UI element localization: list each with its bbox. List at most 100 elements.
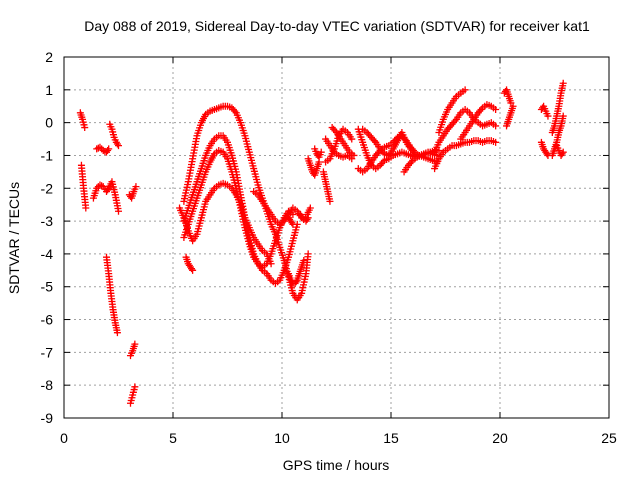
data-point: [188, 265, 196, 273]
series-arc-a2: [77, 161, 90, 212]
data-point: [93, 184, 101, 192]
x-tick-label: 10: [274, 430, 290, 446]
series-arc-ak: [548, 112, 567, 159]
x-tick-label: 15: [383, 430, 399, 446]
series-arc-d: [106, 120, 122, 150]
data-point: [96, 143, 104, 151]
series-arc-m: [182, 253, 197, 274]
data-point: [461, 86, 469, 94]
plot-frame: [63, 56, 610, 419]
series-arc-ag: [503, 102, 517, 130]
series-arc-ah: [537, 102, 552, 120]
y-tick-label: 2: [45, 49, 53, 65]
data-point: [317, 148, 325, 156]
series-arc-o: [285, 256, 308, 287]
series-arc-q: [297, 204, 314, 223]
data-point: [306, 204, 314, 212]
data-point: [289, 220, 297, 228]
data-point: [104, 186, 112, 194]
series-arc-h: [125, 183, 140, 202]
data-point: [559, 112, 567, 120]
series-arc-aj: [548, 79, 567, 136]
y-tick-label: -7: [41, 344, 54, 360]
data-point: [189, 266, 197, 274]
data-point: [543, 150, 551, 158]
series-arc-g: [126, 383, 139, 407]
series-arc-e: [103, 253, 121, 337]
series-arc-c: [93, 143, 113, 156]
data-point: [96, 181, 104, 189]
y-tick-label: 1: [45, 82, 53, 98]
y-tick-label: -9: [41, 410, 54, 426]
data-point: [113, 140, 121, 148]
series-arc-f: [126, 340, 139, 360]
series-arc-w: [328, 124, 358, 159]
x-tick-label: 20: [492, 430, 508, 446]
y-tick-label: -2: [41, 180, 54, 196]
y-tick-label: -5: [41, 279, 54, 295]
data-point: [288, 219, 296, 227]
series-arc-r: [304, 155, 323, 179]
data-point: [492, 106, 500, 114]
data-point: [451, 117, 459, 125]
data-point: [82, 204, 90, 212]
data-point: [131, 383, 139, 391]
data-point: [492, 122, 500, 130]
series-arc-t: [319, 168, 334, 205]
data-point: [350, 151, 358, 159]
series-arc-ad: [435, 86, 469, 136]
grid-lines: [64, 57, 609, 418]
data-point: [98, 182, 106, 190]
series-arc-ac: [431, 106, 500, 156]
series-arc-ai: [537, 138, 552, 159]
data-point: [410, 148, 418, 156]
data-point: [331, 127, 339, 135]
data-point: [559, 79, 567, 87]
data-point: [509, 102, 517, 110]
y-tick-label: 0: [45, 115, 53, 131]
series-arc-ae: [457, 101, 500, 143]
data-point: [105, 145, 113, 153]
y-tick-label: -3: [41, 213, 54, 229]
series-arc-af: [500, 86, 515, 107]
data-point: [300, 256, 308, 264]
y-tick-label: -8: [41, 377, 54, 393]
data-point: [370, 137, 378, 145]
data-point: [304, 250, 312, 258]
data-point: [492, 138, 500, 146]
data-point: [407, 158, 415, 166]
data-point: [81, 124, 89, 132]
chart-title: Day 088 of 2019, Sidereal Day-to-day VTE…: [84, 18, 590, 34]
series-arc-s: [311, 145, 325, 161]
series-arc-b: [89, 178, 122, 215]
data-point: [132, 183, 140, 191]
data-point: [131, 340, 139, 348]
data-point: [94, 144, 102, 152]
data-point: [559, 148, 567, 156]
series-arc-a1: [76, 109, 89, 132]
data-point: [326, 197, 334, 205]
x-tick-label: 25: [601, 430, 617, 446]
axis-ticks: 0 5 10 15 20 25 -9 -8 -7 -6 -5 -4 -3 -2 -1 0 1 2: [41, 49, 617, 446]
x-tick-label: 0: [60, 430, 68, 446]
x-tick-label: 5: [169, 430, 177, 446]
data-point: [113, 329, 121, 337]
series-arc-al: [553, 142, 567, 159]
series-arc-p: [285, 214, 297, 228]
data-point: [558, 150, 566, 158]
y-axis-label: SDTVAR / TECUs: [6, 182, 22, 294]
series-arc-k: [180, 132, 301, 287]
data-point: [379, 148, 387, 156]
series-arc-ab: [431, 137, 500, 173]
data-point: [115, 207, 122, 215]
y-tick-label: -1: [41, 147, 54, 163]
y-tick-label: -6: [41, 312, 54, 328]
data-points: [76, 79, 567, 407]
y-tick-label: -4: [41, 246, 54, 262]
data-point: [292, 278, 300, 286]
data-point: [379, 158, 387, 166]
data-point: [348, 135, 356, 143]
data-point: [544, 112, 552, 120]
